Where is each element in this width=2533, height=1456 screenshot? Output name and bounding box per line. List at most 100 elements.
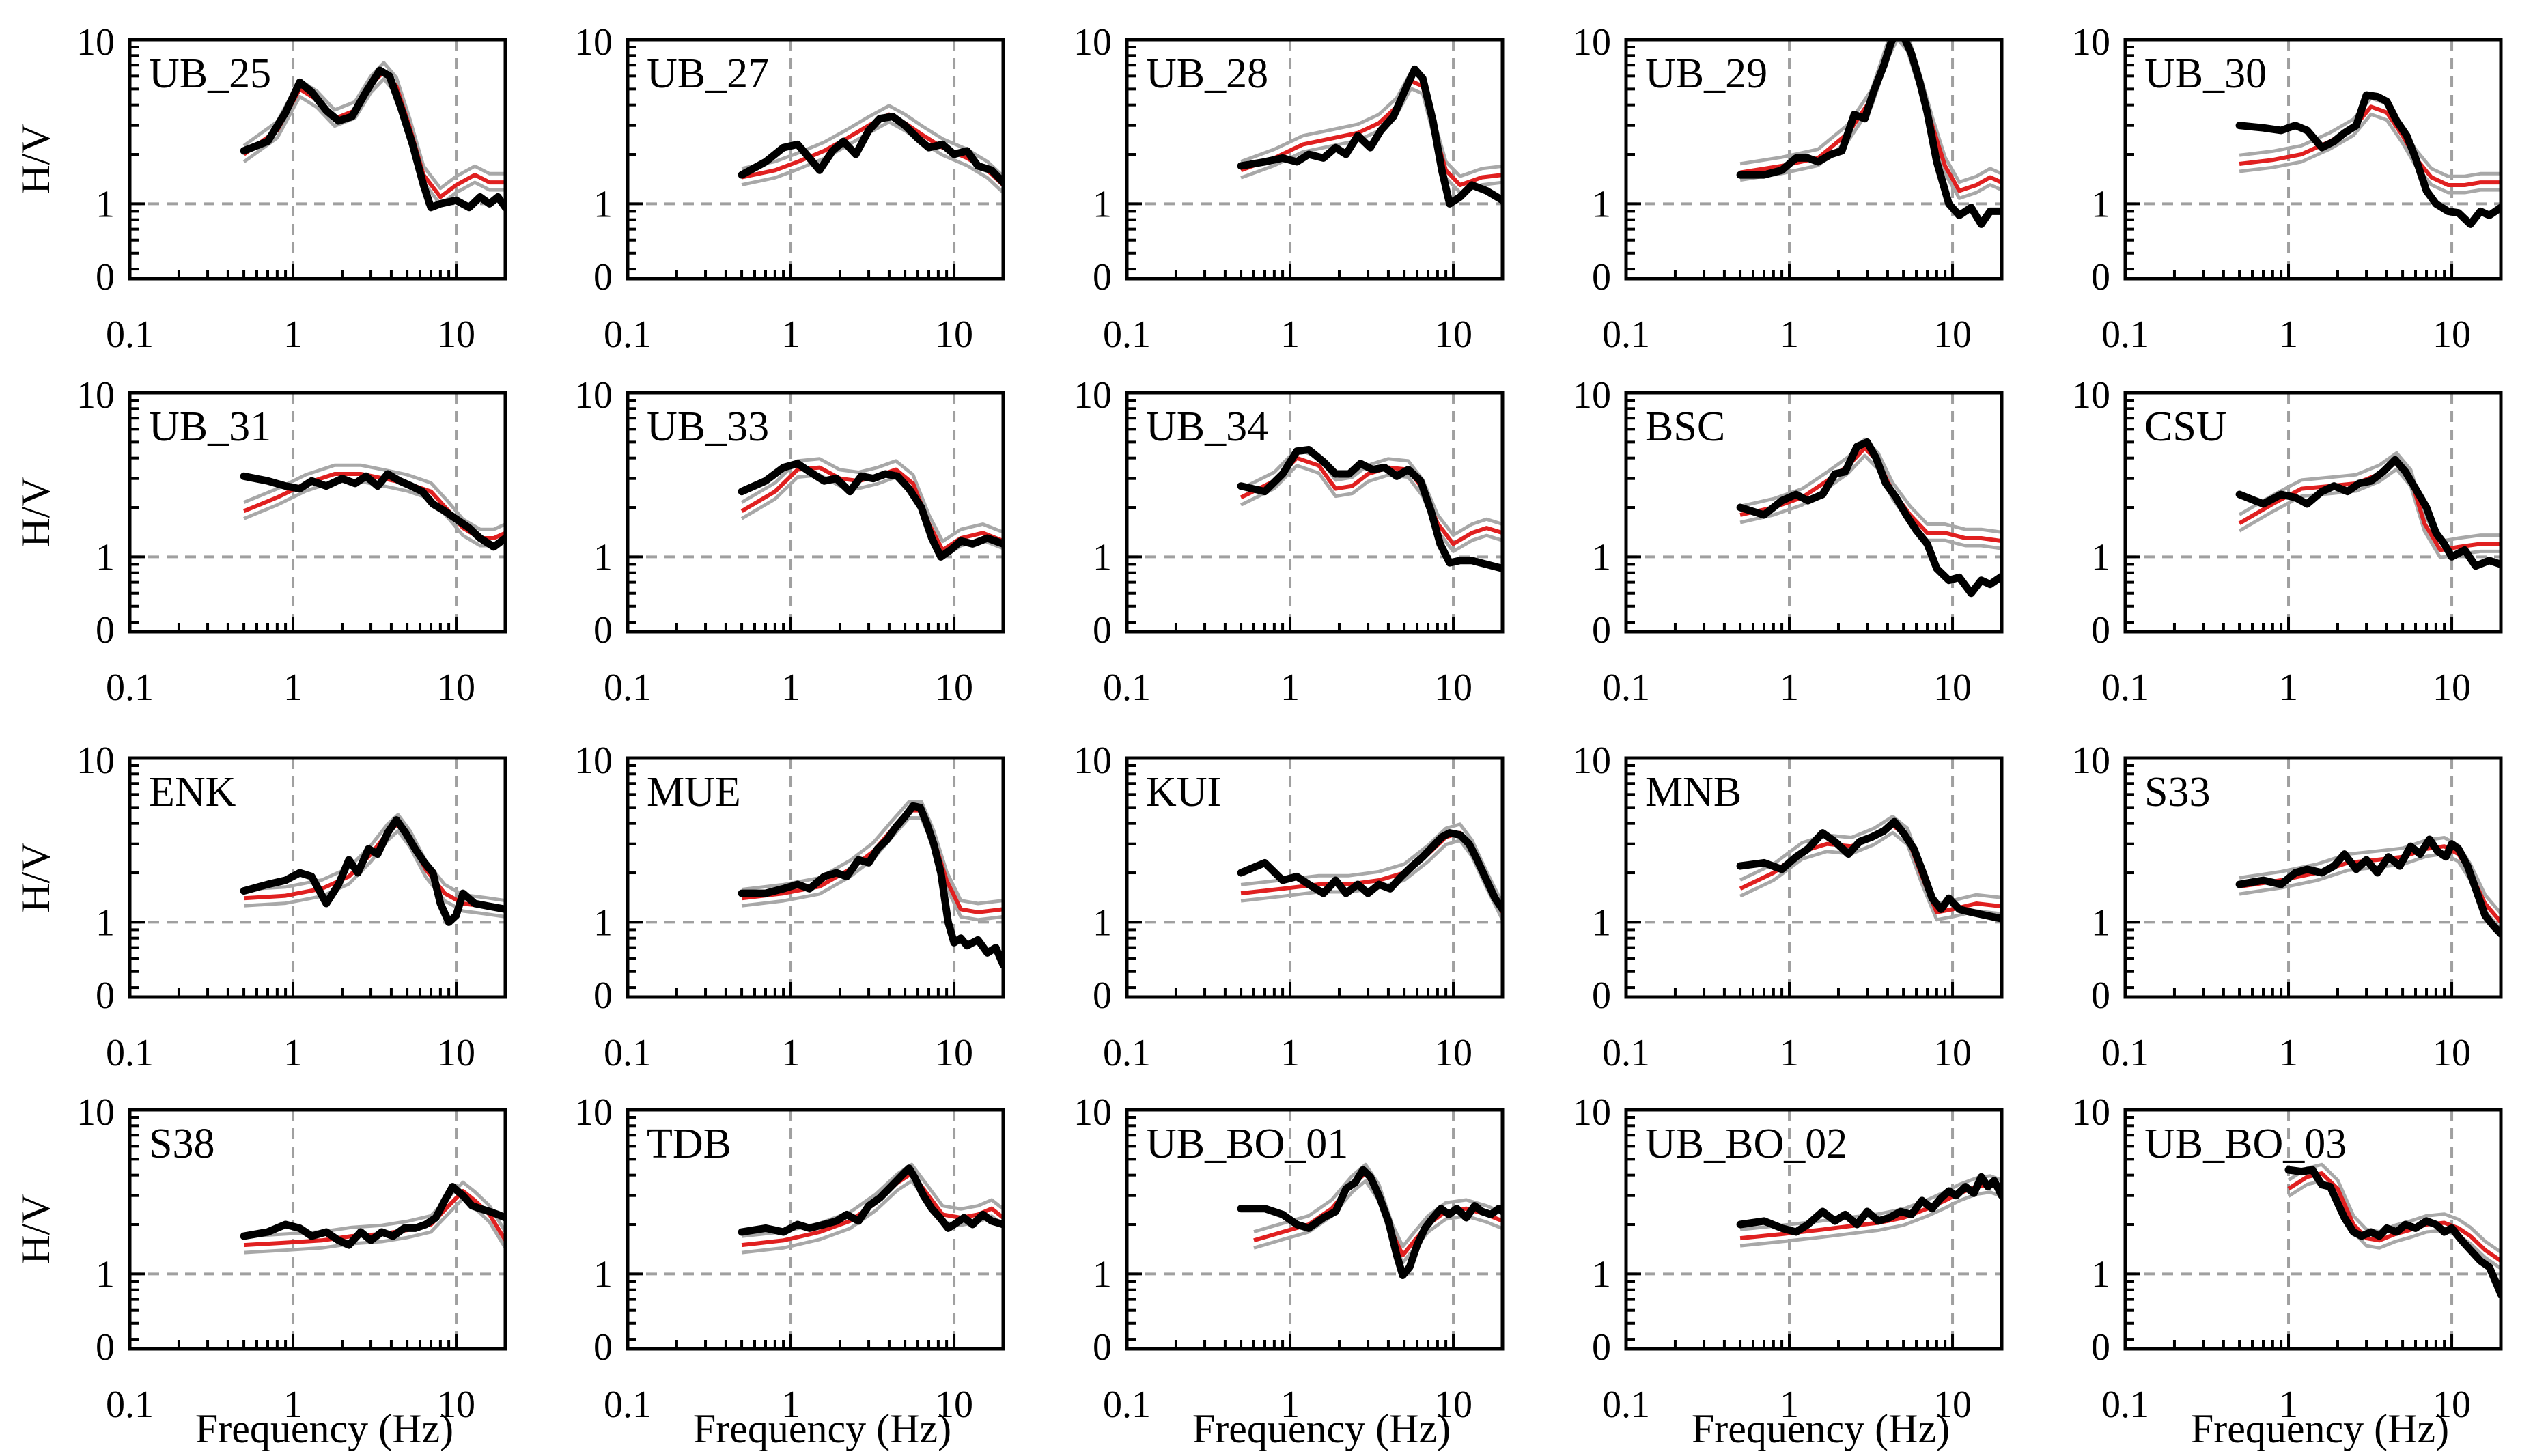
panel-kui: 0 1 10 0.1 1 10 KUI [1074, 740, 1505, 1074]
y-tick-label: 10 [1573, 21, 1611, 64]
x-tick-label: 10 [437, 1384, 475, 1426]
station-label: UB_34 [1146, 404, 1268, 450]
y-axis-title: H/V [13, 477, 58, 547]
panel-mue: 0 1 10 0.1 1 10 MUE [574, 740, 1005, 1074]
curves [738, 104, 1003, 194]
y-ticks [1127, 38, 1142, 271]
panel-ub-25: 0 1 10 0.1 1 10 UB_25 H/V [13, 21, 507, 356]
model-ensemble-curve-upper [2238, 451, 2501, 544]
y-tick-label: 10 [76, 740, 115, 782]
station-label: TDB [647, 1121, 731, 1167]
x-tick-label: 0.1 [106, 1384, 154, 1426]
y-ticks [130, 391, 145, 624]
panel-tdb: 0 1 10 0.1 1 10 TDB Frequency (Hz) [574, 1091, 1005, 1451]
y-tick-label: 1 [2091, 1253, 2110, 1296]
y-tick-label: 0 [1093, 256, 1112, 298]
x-tick-label: 10 [1434, 667, 1472, 709]
plot-frame [626, 391, 1005, 634]
x-tick-label: 0.1 [1103, 1384, 1151, 1426]
plot-frame [2123, 38, 2503, 281]
x-tick-label: 10 [1933, 1384, 1972, 1426]
y-tick-label: 1 [1093, 536, 1112, 578]
y-tick-label: 1 [96, 536, 115, 578]
x-ticks [1125, 982, 1504, 997]
x-ticks [1125, 1334, 1504, 1349]
y-tick-label: 10 [2072, 1091, 2110, 1134]
panel-ub-34: 0 1 10 0.1 1 10 UB_34 [1074, 374, 1505, 709]
y-tick-label: 1 [2091, 901, 2110, 944]
x-tick-label: 10 [437, 667, 475, 709]
y-ticks [1626, 38, 1641, 271]
x-tick-label: 0.1 [106, 1032, 154, 1074]
y-tick-label: 0 [2091, 609, 2110, 652]
y-tick-label: 1 [593, 536, 613, 578]
x-ticks [128, 264, 507, 279]
y-tick-label: 10 [76, 1091, 115, 1134]
y-tick-label: 0 [1093, 1326, 1112, 1369]
x-ticks [1125, 264, 1504, 279]
curves [1736, 1173, 2002, 1248]
model-ensemble-curve-upper [2287, 1162, 2501, 1254]
x-tick-label: 1 [1780, 313, 1799, 356]
x-tick-label: 10 [935, 667, 973, 709]
observed-hv-curve [2235, 835, 2501, 938]
x-ticks [2124, 982, 2502, 997]
station-label: S33 [2144, 769, 2210, 815]
x-ticks [128, 982, 507, 997]
x-ticks [2124, 264, 2502, 279]
curves [1736, 40, 2002, 228]
y-tick-label: 1 [2091, 183, 2110, 225]
plot-frame [1125, 756, 1505, 999]
observed-hv-curve [1237, 829, 1502, 913]
plot-frame [1125, 1108, 1505, 1351]
plot-frame [2123, 1108, 2503, 1351]
x-ticks [2124, 617, 2502, 632]
station-label: MNB [1645, 769, 1741, 815]
x-tick-label: 1 [1281, 667, 1300, 709]
observed-hv-curve [240, 470, 505, 551]
curves [1237, 822, 1502, 921]
plot-frame [1624, 756, 2004, 999]
observed-hv-curve [2235, 456, 2501, 570]
y-ticks [628, 38, 643, 271]
x-tick-label: 10 [1434, 313, 1472, 356]
x-tick-label: 1 [1281, 1032, 1300, 1074]
y-tick-label: 1 [593, 901, 613, 944]
panel-s33: 0 1 10 0.1 1 10 S33 [2072, 740, 2503, 1074]
plot-frame [128, 1108, 507, 1351]
curves [2284, 1162, 2501, 1298]
y-ticks [1626, 757, 1641, 990]
model-ensemble-curve-lower [1739, 830, 2002, 922]
x-tick-label: 10 [935, 1384, 973, 1426]
y-tick-label: 10 [1074, 21, 1112, 64]
plot-frame [128, 391, 507, 634]
curves [2235, 451, 2501, 570]
station-label: KUI [1146, 769, 1221, 815]
y-tick-label: 1 [1093, 901, 1112, 944]
y-tick-label: 10 [2072, 374, 2110, 417]
x-ticks [1625, 617, 2003, 632]
observed-hv-curve [1237, 1166, 1502, 1279]
y-tick-label: 1 [96, 183, 115, 225]
x-ticks [1625, 264, 2003, 279]
y-ticks [2125, 38, 2140, 271]
y-tick-label: 0 [1592, 975, 1611, 1017]
plot-frame [1125, 391, 1505, 634]
observed-hv-curve [240, 1183, 505, 1249]
curves [240, 61, 505, 212]
curves [240, 463, 505, 551]
y-tick-label: 0 [593, 609, 613, 652]
x-tick-label: 0.1 [604, 1384, 652, 1426]
panel-mnb: 0 1 10 0.1 1 10 MNB [1573, 740, 2004, 1074]
x-tick-label: 0.1 [1602, 667, 1650, 709]
x-tick-label: 1 [781, 313, 800, 356]
model-ensemble-curve-lower [741, 120, 1003, 194]
y-tick-label: 0 [96, 1326, 115, 1369]
y-tick-label: 0 [2091, 975, 2110, 1017]
y-tick-label: 1 [1592, 1253, 1611, 1296]
panel-ub-30: 0 1 10 0.1 1 10 UB_30 [2072, 21, 2503, 356]
x-tick-label: 0.1 [2101, 667, 2149, 709]
y-tick-label: 1 [593, 183, 613, 225]
observed-hv-curve [2235, 91, 2501, 228]
model-ensemble-curve-upper [2239, 836, 2501, 915]
